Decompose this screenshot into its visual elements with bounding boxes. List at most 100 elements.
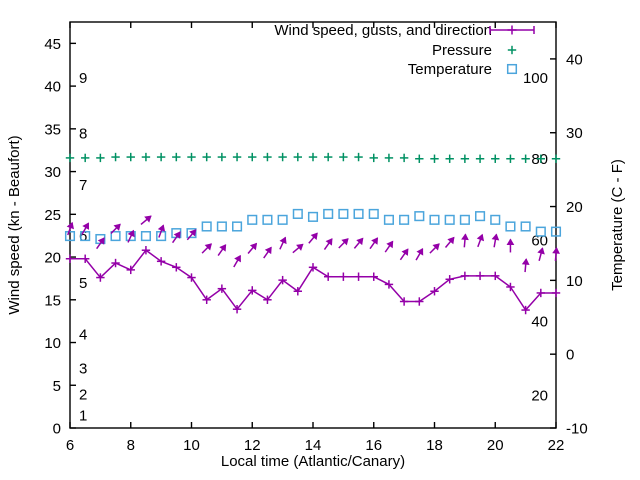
y2-tick-label: 0 <box>566 347 574 364</box>
wind-speed-point <box>475 271 485 281</box>
temperature-point <box>80 231 91 242</box>
temperature-point <box>444 214 455 225</box>
temperature-point <box>383 214 394 225</box>
beaufort-label: 2 <box>79 386 87 403</box>
gust-direction-arrow <box>279 236 287 250</box>
temperature-point <box>535 226 546 237</box>
wind-speed-point <box>323 272 333 281</box>
axis-titles: Local time (Atlantic/Canary) Wind speed (… <box>6 135 626 470</box>
pressure-point <box>506 154 515 163</box>
beaufort-label: 7 <box>79 177 87 194</box>
wind-speed-point <box>141 246 151 255</box>
beaufort-label: 9 <box>79 70 87 87</box>
temperature-point <box>520 221 531 232</box>
y-tick-label: 15 <box>44 292 61 309</box>
y2-tick-label: 30 <box>566 125 583 142</box>
temperature-point <box>459 214 470 225</box>
pressure-point <box>521 154 530 163</box>
gust-direction-arrow <box>201 243 212 254</box>
y2-tick-label: 10 <box>566 273 583 290</box>
wind-speed-point <box>217 284 227 293</box>
pressure-point <box>141 152 151 162</box>
series-temperature <box>64 208 562 245</box>
gust-direction-arrow <box>506 238 515 253</box>
wind-speed-point <box>460 271 470 281</box>
pressure-point <box>263 152 272 162</box>
pressure-point <box>187 152 196 162</box>
pressure-point <box>536 154 546 163</box>
temperature-point <box>353 208 364 219</box>
wind-speed-point <box>521 305 530 315</box>
series-wind-speed <box>65 246 561 315</box>
x-tick-label: 20 <box>487 437 504 454</box>
beaufort-label: 6 <box>79 228 87 245</box>
temperature-point <box>550 226 562 237</box>
y-tick-label: 10 <box>44 335 61 352</box>
x-axis-title: Local time (Atlantic/Canary) <box>221 453 405 470</box>
gust-direction-arrow <box>338 238 349 249</box>
legend-marker <box>507 45 517 55</box>
wind-speed-point <box>111 258 120 268</box>
wind-speed-point <box>339 272 348 281</box>
wind-speed-point <box>308 263 318 272</box>
wind-speed-point <box>232 304 242 314</box>
gust-direction-arrow <box>323 238 333 250</box>
y-tick-label: 35 <box>44 121 61 138</box>
wind-speed-point <box>354 272 363 281</box>
gust-direction-arrow <box>186 229 197 241</box>
pressure-point <box>491 154 500 163</box>
pressure-point <box>475 154 485 163</box>
gust-direction-arrow <box>157 224 166 238</box>
temperature-point <box>292 208 303 219</box>
temperature-point <box>247 214 258 225</box>
y-tick-label: 25 <box>44 207 61 224</box>
pressure-point <box>80 153 90 163</box>
y-tick-label: 40 <box>44 79 61 96</box>
gust-direction-arrow <box>415 248 424 261</box>
pressure-point <box>232 152 242 162</box>
gust-direction-arrow <box>110 223 121 234</box>
y-tick-label: 30 <box>44 164 61 181</box>
pressure-point <box>430 154 439 163</box>
gust-direction-arrow <box>476 233 485 248</box>
wind-speed-point <box>65 254 75 263</box>
gust-direction-arrow <box>353 237 364 249</box>
temperature-point <box>338 208 349 219</box>
series-gusts-direction <box>66 215 560 273</box>
gust-direction-arrow <box>263 246 272 259</box>
plot-frame <box>69 21 557 429</box>
pressure-point <box>415 154 424 163</box>
gust-direction-arrow <box>96 237 105 250</box>
pressure-point <box>308 152 318 162</box>
y-axis-title: Wind speed (kn - Beaufort) <box>6 135 23 314</box>
temperature-point <box>216 221 227 232</box>
gust-direction-arrow <box>521 258 530 273</box>
wind-speed-point <box>369 272 378 281</box>
wind-speed-point <box>536 288 546 298</box>
y-tick-label: 0 <box>53 421 61 438</box>
plot-border <box>69 21 557 429</box>
temperature-point <box>201 221 212 232</box>
beaufort-label: 5 <box>79 275 87 292</box>
temperature-point <box>140 231 151 242</box>
beaufort-label: 8 <box>79 126 87 143</box>
temperature-point <box>262 214 273 225</box>
fahrenheit-label: 100 <box>523 70 548 87</box>
temperature-point <box>323 208 334 219</box>
y2-tick-label: 40 <box>566 51 583 68</box>
pressure-point <box>217 152 227 162</box>
gust-direction-arrow <box>81 222 90 235</box>
beaufort-label: 1 <box>79 408 87 425</box>
gust-direction-arrow <box>127 229 135 243</box>
y2-tick-label: -10 <box>566 421 588 438</box>
wind-speed-point <box>202 295 211 304</box>
wind-speed-point <box>551 288 561 298</box>
gust-direction-arrow <box>537 247 545 261</box>
wind-speed-point <box>80 254 90 263</box>
x-tick-label: 8 <box>127 437 135 454</box>
y-tick-label: 20 <box>44 250 61 267</box>
wind-speed-point <box>445 275 454 284</box>
legend-marker <box>506 63 518 75</box>
fahrenheit-label: 80 <box>531 151 548 168</box>
x-tick-label: 12 <box>244 437 261 454</box>
